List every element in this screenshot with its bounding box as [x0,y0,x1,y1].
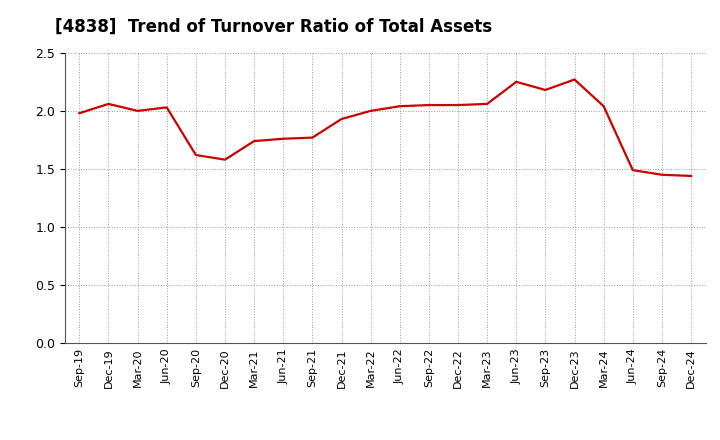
Text: [4838]  Trend of Turnover Ratio of Total Assets: [4838] Trend of Turnover Ratio of Total … [55,18,492,36]
